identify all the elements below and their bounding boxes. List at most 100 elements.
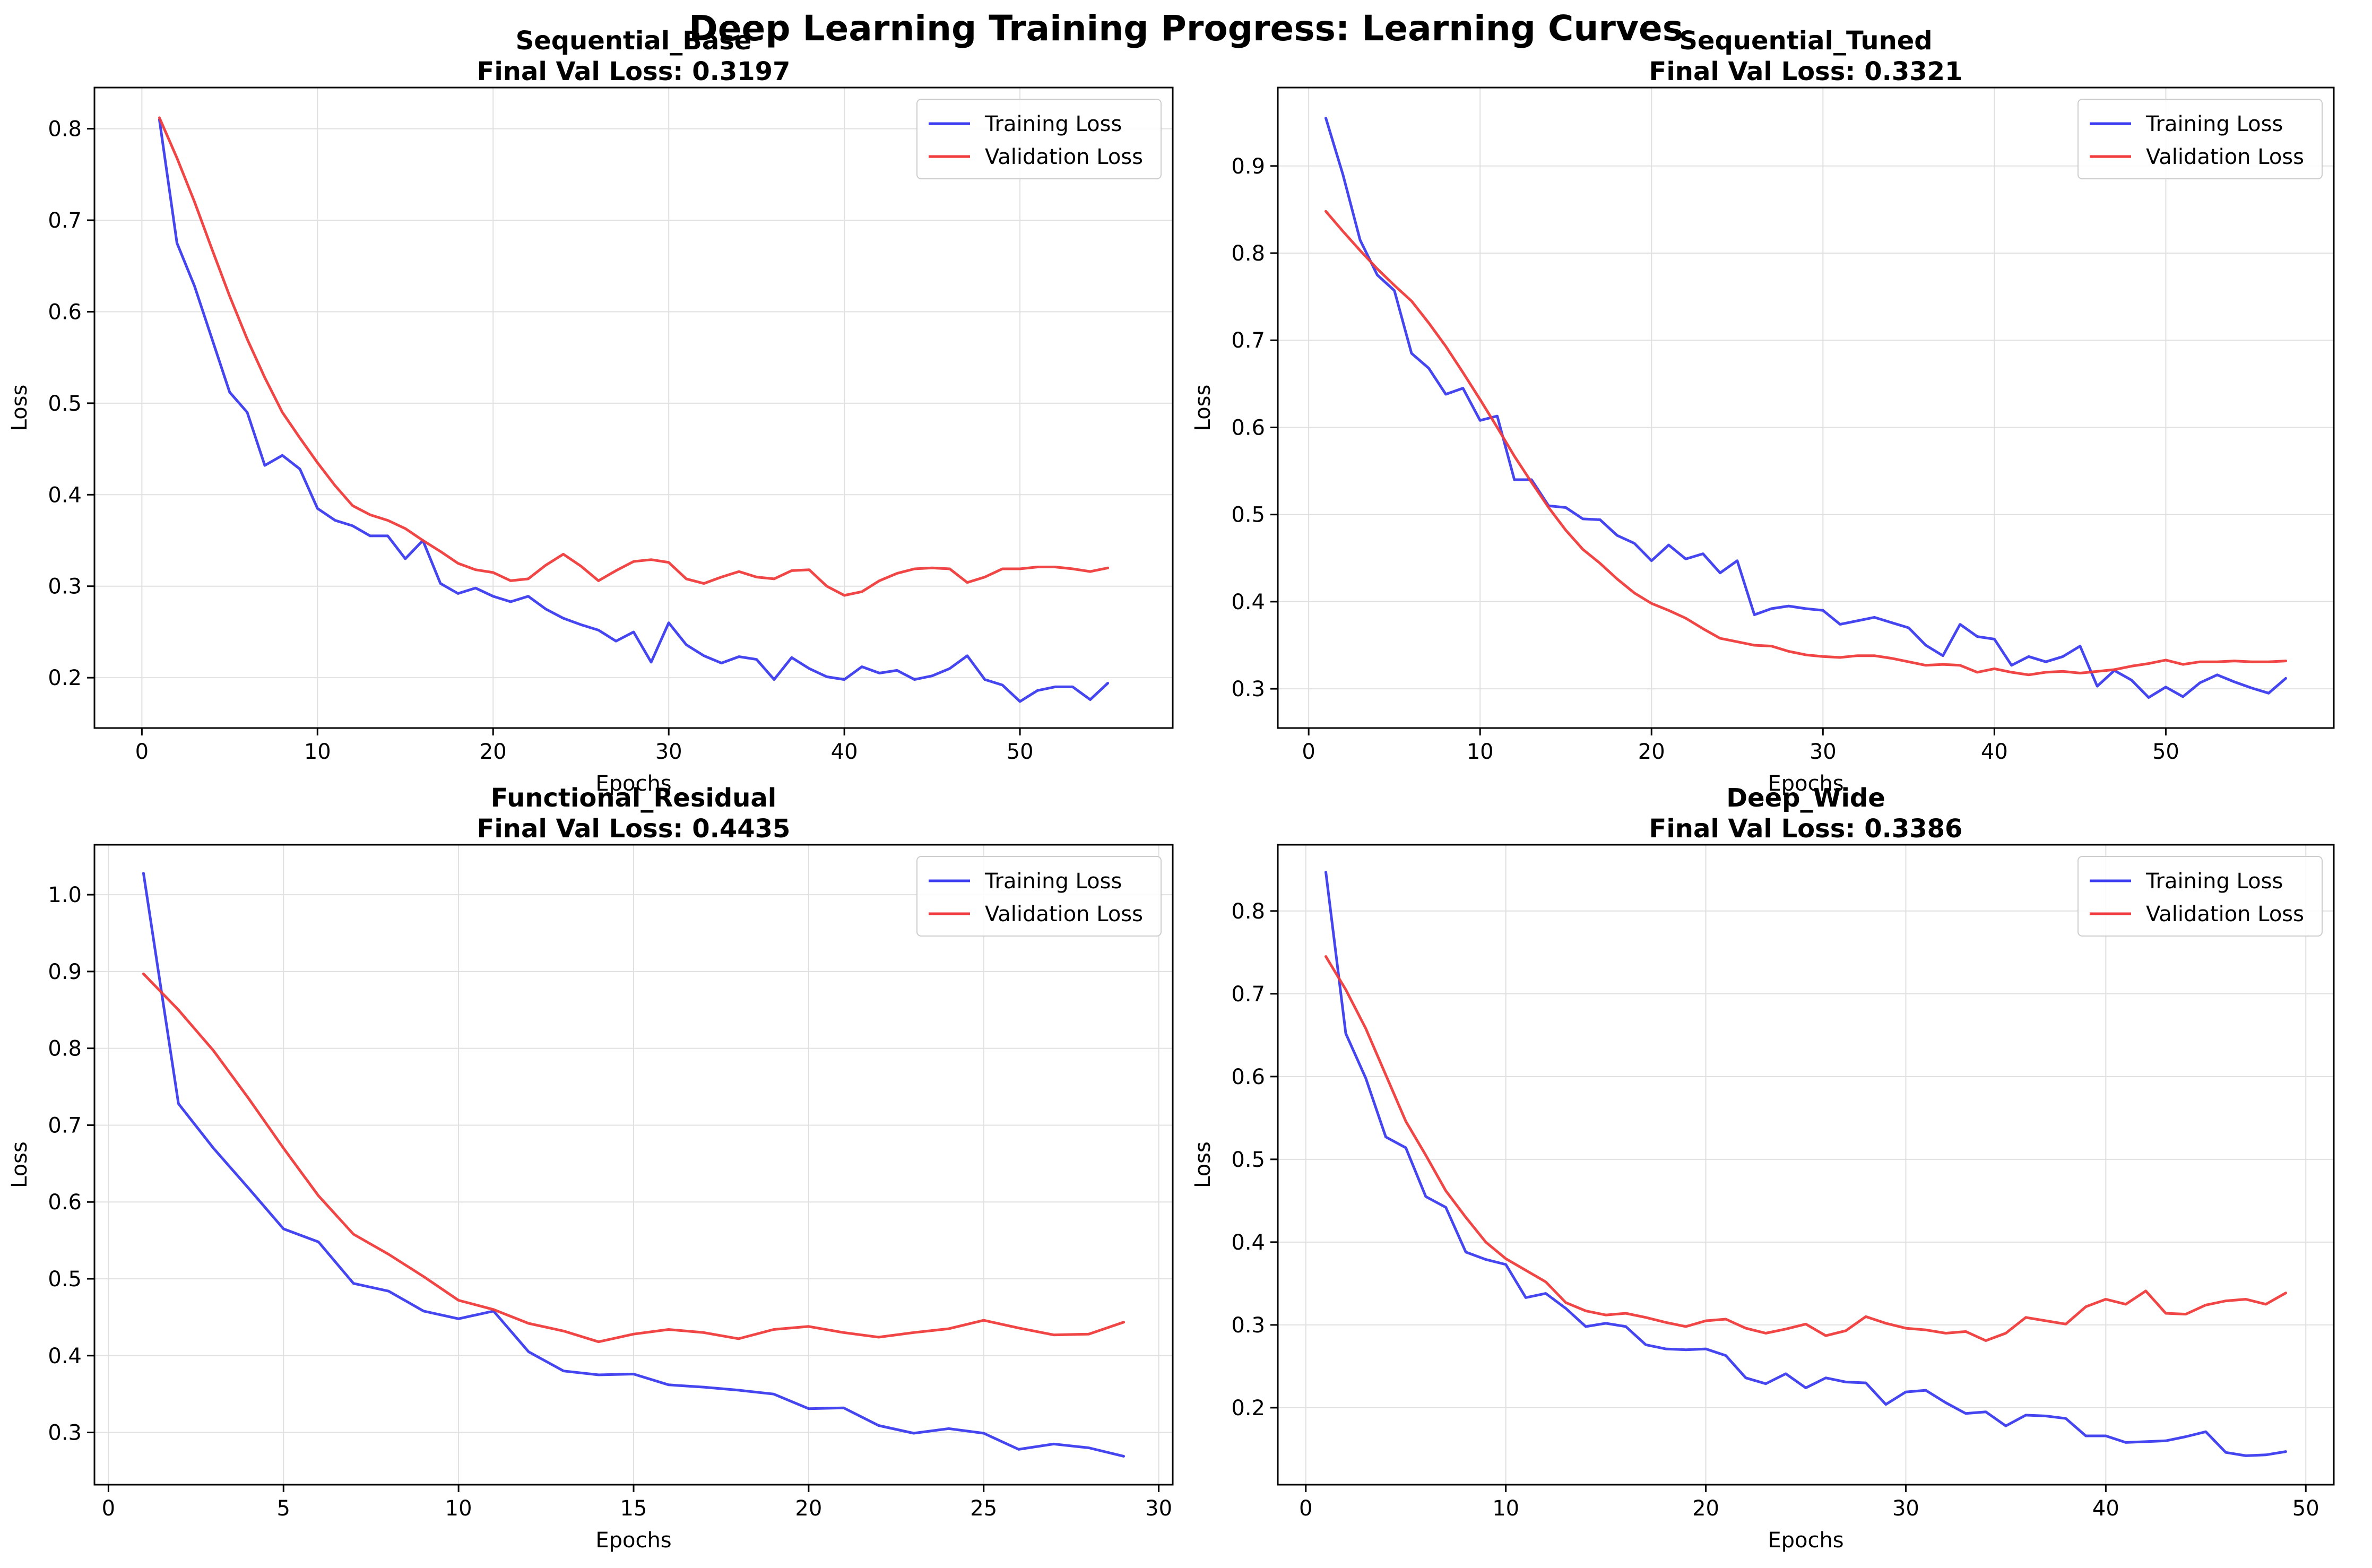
y-tick-label: 0.4 (1231, 1231, 1265, 1255)
legend-label: Validation Loss (985, 902, 1143, 926)
axes-frame (1277, 844, 2335, 1486)
y-axis-label: Loss (7, 385, 32, 431)
x-tick-label: 50 (1007, 740, 1034, 764)
grid-lines (1278, 88, 2334, 728)
legend-box (916, 99, 1162, 179)
y-tick-label: 0.6 (1231, 1065, 1265, 1089)
figure-title: Deep Learning Training Progress: Learnin… (689, 8, 1683, 49)
y-tick-label: 0.3 (48, 575, 82, 599)
x-tick-label: 5 (277, 1496, 290, 1521)
y-tick-label: 0.4 (48, 1344, 82, 1368)
legend-label: Training Loss (2145, 112, 2283, 136)
legend-label: Validation Loss (2146, 145, 2304, 169)
training-loss-line (158, 118, 1110, 703)
training-loss-line (1324, 871, 2287, 1457)
panel-title: Sequential_Base (516, 26, 752, 56)
training-loss-line (142, 872, 1126, 1458)
x-axis-label: Epochs (595, 1528, 671, 1553)
y-tick-label: 0.2 (1231, 1396, 1265, 1420)
x-tick-label: 40 (831, 740, 858, 764)
y-tick-label: 0.9 (1231, 154, 1265, 179)
panel-title: Sequential_Tuned (1679, 26, 1932, 56)
grid-lines (94, 845, 1173, 1485)
y-axis-label: Loss (1191, 1141, 1215, 1188)
x-tick-label: 30 (1810, 740, 1837, 764)
legend-label: Training Loss (2145, 869, 2283, 894)
panel-title: Functional_Residual (491, 783, 777, 813)
y-tick-label: 0.5 (1231, 503, 1265, 527)
x-tick-label: 50 (2152, 740, 2179, 764)
legend: Training Loss Validation Loss (916, 99, 1162, 179)
x-tick-label: 10 (445, 1496, 472, 1521)
y-tick-label: 0.3 (48, 1421, 82, 1445)
y-tick-label: 0.3 (1231, 677, 1265, 701)
legend: Training Loss Validation Loss (2077, 856, 2323, 937)
y-tick-label: 0.6 (48, 1190, 82, 1215)
x-tick-label: 10 (1467, 740, 1494, 764)
y-tick-label: 0.8 (48, 1037, 82, 1061)
y-tick-label: 0.8 (1231, 899, 1265, 924)
y-tick-label: 0.5 (48, 1267, 82, 1292)
x-tick-label: 20 (1692, 1496, 1719, 1521)
x-tick-label: 0 (135, 740, 149, 764)
x-tick-label: 30 (1145, 1496, 1172, 1521)
y-tick-label: 0.8 (1231, 241, 1265, 266)
legend-box (2077, 856, 2323, 937)
x-tick-label: 20 (795, 1496, 822, 1521)
y-axis-label: Loss (7, 1141, 32, 1188)
panel-subtitle: Final Val Loss: 0.3386 (1649, 814, 1963, 844)
x-tick-label: 30 (1892, 1496, 1919, 1521)
x-tick-label: 20 (1638, 740, 1665, 764)
y-tick-label: 0.7 (1231, 982, 1265, 1007)
y-tick-label: 0.4 (1231, 590, 1265, 614)
legend-box (916, 856, 1162, 937)
validation-loss-line (1324, 210, 2287, 677)
x-tick-label: 0 (1302, 740, 1315, 764)
panel-subtitle: Final Val Loss: 0.3321 (1649, 57, 1963, 86)
x-tick-label: 10 (304, 740, 331, 764)
x-axis-label: Epochs (1768, 772, 1843, 796)
y-tick-label: 0.4 (48, 483, 82, 507)
axes-frame (93, 86, 1174, 729)
y-tick-label: 0.9 (48, 960, 82, 984)
x-axis-label: Epochs (595, 772, 671, 796)
x-tick-label: 10 (1492, 1496, 1519, 1521)
x-tick-label: 40 (2092, 1496, 2119, 1521)
y-tick-label: 0.2 (48, 666, 82, 690)
validation-loss-line (142, 972, 1126, 1344)
y-tick-label: 0.6 (48, 300, 82, 324)
y-tick-label: 0.6 (1231, 415, 1265, 440)
legend-box (2077, 99, 2323, 179)
x-tick-label: 0 (1299, 1496, 1312, 1521)
training-loss-line (1324, 117, 2287, 699)
legend-label: Training Loss (984, 112, 1122, 136)
grid-lines (94, 88, 1173, 728)
x-tick-label: 40 (1981, 740, 2008, 764)
y-tick-label: 0.7 (1231, 328, 1265, 353)
y-tick-label: 0.8 (48, 117, 82, 142)
legend-label: Validation Loss (985, 145, 1143, 169)
y-tick-label: 0.5 (48, 392, 82, 416)
validation-loss-line (158, 116, 1110, 597)
validation-loss-line (1324, 955, 2287, 1342)
legend: Training Loss Validation Loss (2077, 99, 2323, 179)
panel-subtitle: Final Val Loss: 0.4435 (477, 814, 791, 844)
x-tick-label: 25 (970, 1496, 997, 1521)
legend-label: Training Loss (984, 869, 1122, 894)
legend: Training Loss Validation Loss (916, 856, 1162, 937)
panel-title: Deep_Wide (1726, 783, 1885, 813)
y-tick-label: 1.0 (48, 883, 82, 907)
legend-label: Validation Loss (2146, 902, 2304, 926)
y-tick-label: 0.7 (48, 1113, 82, 1138)
y-tick-label: 0.7 (48, 209, 82, 233)
y-axis-label: Loss (1191, 385, 1215, 431)
y-tick-label: 0.5 (1231, 1148, 1265, 1172)
panel-subtitle: Final Val Loss: 0.3197 (477, 57, 791, 86)
x-tick-label: 30 (655, 740, 682, 764)
x-tick-label: 0 (102, 1496, 115, 1521)
